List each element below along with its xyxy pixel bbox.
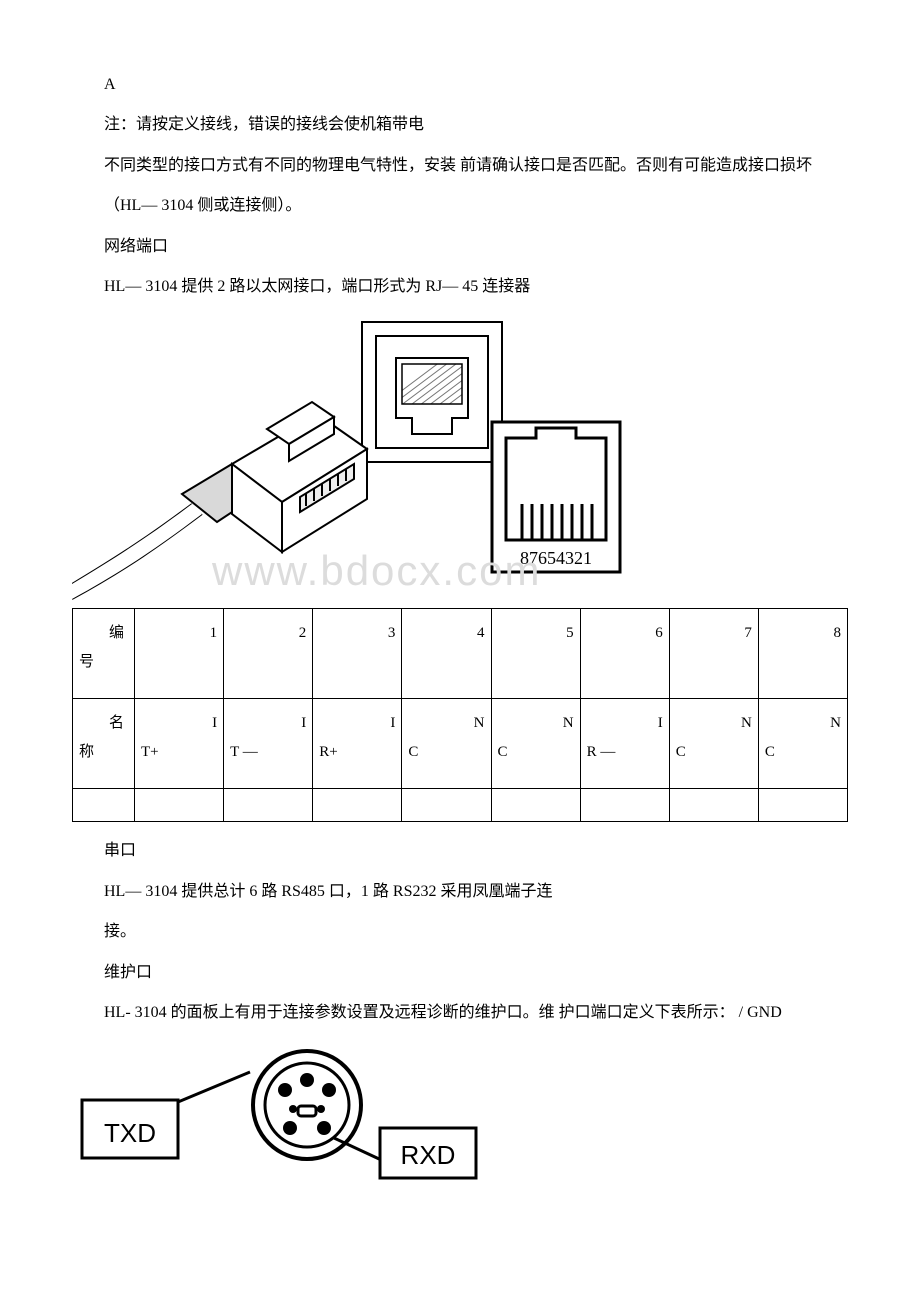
cell: IT+	[135, 699, 224, 789]
cell: NC	[669, 699, 758, 789]
paragraph-hl-side: （HL— 3104 侧或连接侧）。	[72, 191, 848, 221]
cell: NC	[402, 699, 491, 789]
cell: NC	[758, 699, 847, 789]
cell: 8	[758, 609, 847, 699]
paragraph-note: 注：请按定义接线，错误的接线会使机箱带电	[72, 110, 848, 140]
paragraph-serial-desc2: 接。	[72, 917, 848, 947]
paragraph-a: A	[72, 70, 848, 100]
cell: 1	[135, 609, 224, 699]
heading-network-port: 网络端口	[72, 232, 848, 262]
table-row	[73, 789, 848, 822]
table-row: 编号 1 2 3 4 5 6 7 8	[73, 609, 848, 699]
paragraph-warning: 不同类型的接口方式有不同的物理电气特性，安装 前请确认接口是否匹配。否则有可能造…	[72, 151, 848, 181]
row2-label: 名称	[73, 699, 135, 789]
heading-serial: 串口	[72, 836, 848, 866]
cell: NC	[491, 699, 580, 789]
rj45-pinout-table: 编号 1 2 3 4 5 6 7 8 名称 IT+ IT — IR+ NC NC…	[72, 608, 848, 822]
cell: IR —	[580, 699, 669, 789]
figure-ps2: TXD RXD	[72, 1040, 848, 1180]
paragraph-maintenance-desc: HL- 3104 的面板上有用于连接参数设置及远程诊断的维护口。维 护口端口定义…	[72, 998, 848, 1028]
row1-label: 编号	[73, 609, 135, 699]
rj45-illustration: 87654321	[72, 314, 632, 604]
cell: 5	[491, 609, 580, 699]
table-row: 名称 IT+ IT — IR+ NC NC IR — NC NC	[73, 699, 848, 789]
cell: 2	[224, 609, 313, 699]
ps2-illustration: TXD RXD	[72, 1040, 492, 1180]
cell	[73, 789, 135, 822]
cell: 4	[402, 609, 491, 699]
heading-maintenance: 维护口	[72, 958, 848, 988]
rxd-label: RXD	[401, 1140, 456, 1170]
cell: 7	[669, 609, 758, 699]
cell: 3	[313, 609, 402, 699]
rj45-pin-numbers: 87654321	[520, 548, 592, 568]
cell: 6	[580, 609, 669, 699]
paragraph-serial-desc: HL— 3104 提供总计 6 路 RS485 口，1 路 RS232 采用凤凰…	[72, 877, 848, 907]
figure-rj45: 87654321 www.bdocx.com	[72, 314, 848, 604]
cell: IT —	[224, 699, 313, 789]
paragraph-network-desc: HL— 3104 提供 2 路以太网接口，端口形式为 RJ— 45 连接器	[72, 272, 848, 302]
cell: IR+	[313, 699, 402, 789]
txd-label: TXD	[104, 1118, 156, 1148]
